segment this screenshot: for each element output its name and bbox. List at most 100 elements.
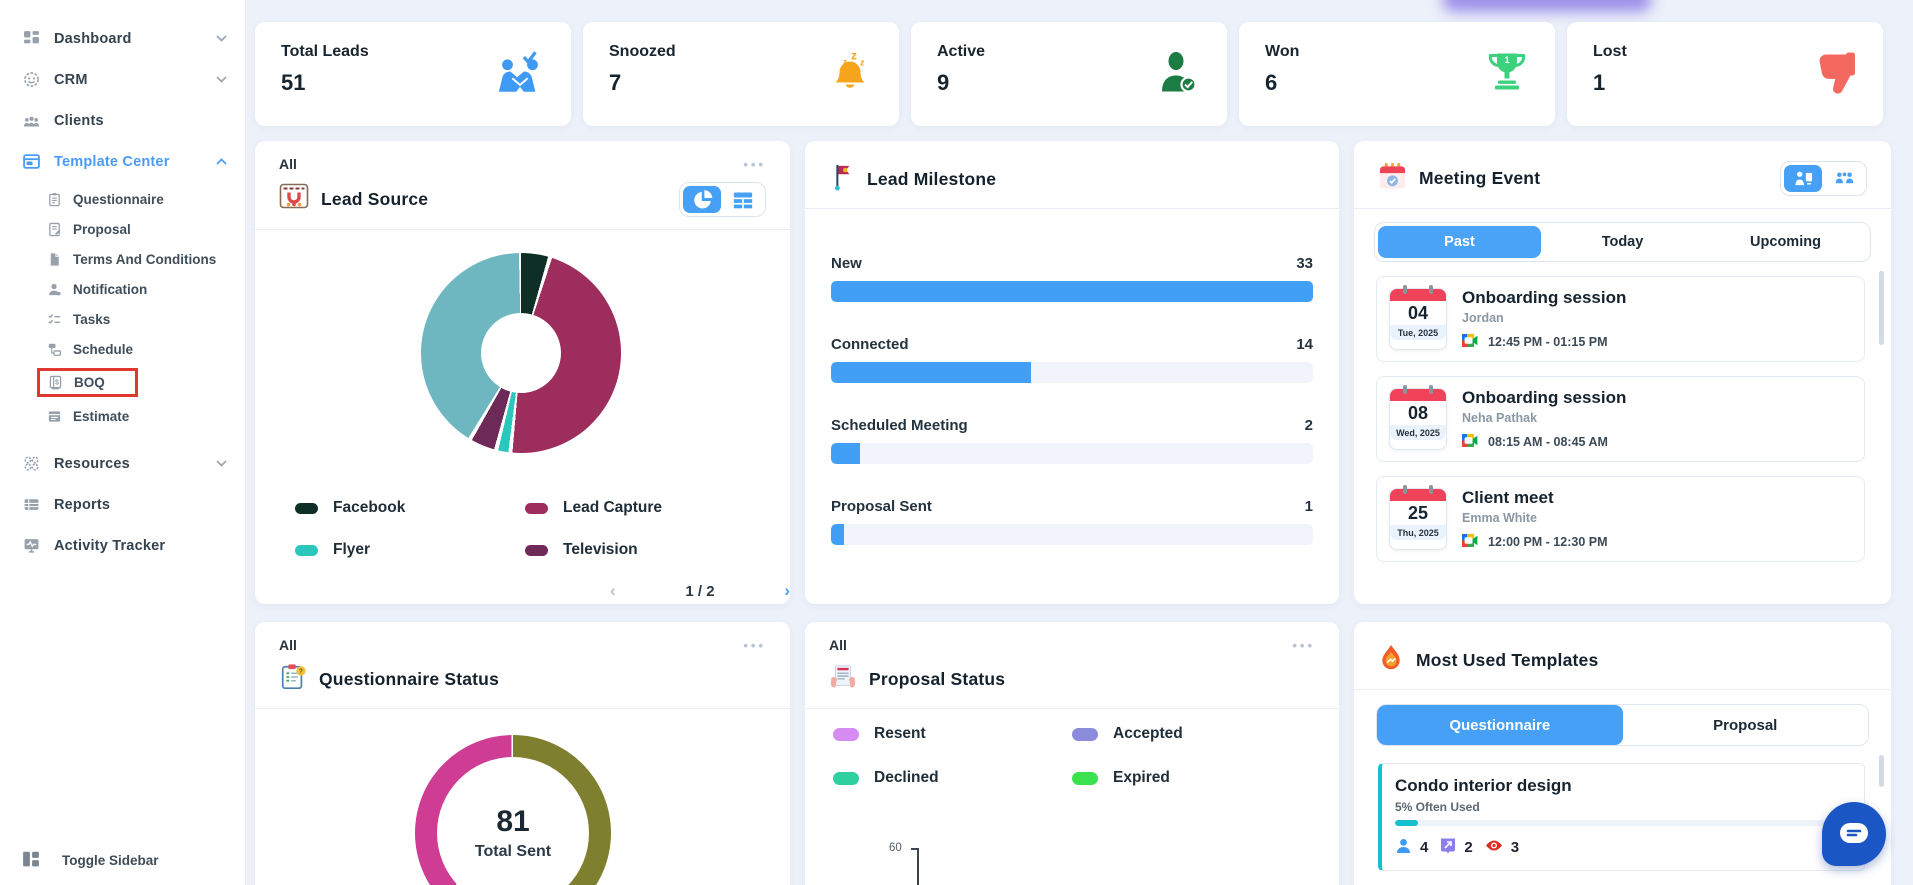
stat-card-lost[interactable]: Lost 1 (1567, 22, 1883, 126)
template-count: 4 (1395, 838, 1428, 858)
lead-source-menu-dots[interactable]: ••• (743, 156, 766, 172)
meeting-board-view-button[interactable] (1825, 165, 1863, 192)
milestone-bar-track (831, 524, 1313, 545)
stat-card-active[interactable]: Active 9 (911, 22, 1227, 126)
legend-item: Expired (1072, 769, 1311, 787)
chevron-down-icon (216, 76, 227, 83)
lost-thumbs-down-icon (1811, 50, 1857, 99)
template-center-icon (22, 153, 40, 170)
resources-icon (22, 455, 40, 472)
legend-swatch (295, 544, 318, 556)
won-trophy-icon: 1 (1485, 50, 1529, 99)
calendar-pin-icon (1403, 485, 1407, 494)
event-title: Client meet (1462, 488, 1554, 507)
notification-person-icon (46, 282, 62, 297)
meeting-event-item[interactable]: 08 Wed, 2025 Onboarding session Neha Pat… (1376, 376, 1865, 462)
most-used-templates-card: Most Used Templates Questionnaire Propos… (1354, 622, 1891, 885)
lead-milestone-card: Lead Milestone New 33 Connected 14 Sched… (805, 141, 1339, 604)
stat-card-won[interactable]: Won 6 1 (1239, 22, 1555, 126)
calendar-pin-icon (1403, 285, 1407, 294)
stat-label: Snoozed (609, 43, 676, 60)
chat-widget-button[interactable] (1822, 802, 1886, 866)
svg-text:$: $ (55, 379, 59, 386)
sidebar-item-template-center[interactable]: Template Center (0, 141, 245, 182)
meeting-list-view-button[interactable] (1784, 165, 1822, 192)
questionnaire-menu-dots[interactable]: ••• (743, 637, 766, 653)
chevron-down-icon (216, 35, 227, 42)
sent-icon (1440, 837, 1456, 858)
event-time: 12:00 PM - 12:30 PM (1488, 535, 1608, 549)
tab-today[interactable]: Today (1601, 234, 1644, 250)
proposal-filter-all[interactable]: All (829, 637, 847, 653)
legend-item: Television (525, 541, 755, 559)
sidebar-item-label: Notification (73, 281, 148, 297)
sidebar-item-activity-tracker[interactable]: Activity Tracker (0, 525, 245, 566)
questionnaire-status-card: All ••• ? Questionnaire Status 81 Total … (255, 622, 790, 885)
svg-text:z: z (851, 49, 857, 63)
y-axis-line (917, 848, 919, 885)
event-title: Onboarding session (1462, 288, 1627, 307)
lead-source-filter-all[interactable]: All (279, 156, 297, 172)
legend-label: Lead Capture (563, 499, 663, 516)
tab-upcoming[interactable]: Upcoming (1750, 234, 1821, 250)
table-view-button[interactable] (724, 186, 762, 213)
sidebar-item-notification[interactable]: Notification (0, 274, 245, 304)
sidebar-item-estimate[interactable]: Estimate (0, 401, 245, 431)
tab-proposal[interactable]: Proposal (1622, 705, 1868, 745)
meeting-event-item[interactable]: 04 Tue, 2025 Onboarding session Jordan 1… (1376, 276, 1865, 362)
sidebar-item-crm[interactable]: CRM (0, 59, 245, 100)
templates-scrollbar[interactable] (1879, 755, 1884, 787)
milestone-label: Proposal Sent (831, 498, 932, 515)
svg-text:?: ? (299, 668, 303, 675)
milestone-bar-track (831, 281, 1313, 302)
lead-milestone-title: Lead Milestone (867, 169, 997, 189)
milestone-bar-fill (831, 362, 1032, 383)
sidebar-item-label: Proposal (73, 221, 131, 237)
toggle-sidebar-button[interactable]: Toggle Sidebar (0, 850, 245, 871)
sidebar-item-questionnaire[interactable]: Questionnaire (0, 184, 245, 214)
sidebar-item-terms-and-conditions[interactable]: Terms And Conditions (0, 244, 245, 274)
meeting-view-toggle (1780, 161, 1867, 196)
stat-card-total-leads[interactable]: Total Leads 51 (255, 22, 571, 126)
google-meet-icon (1462, 434, 1479, 450)
tab-questionnaire[interactable]: Questionnaire (1377, 705, 1623, 745)
count-value: 3 (1510, 839, 1520, 856)
template-usage-fill (1395, 820, 1418, 826)
stat-value: 7 (609, 70, 622, 95)
milestone-value: 2 (1304, 417, 1313, 434)
sidebar-item-schedule[interactable]: Schedule (0, 334, 245, 364)
event-date: Thu, 2025 (1390, 525, 1446, 540)
event-list-scrollbar[interactable] (1879, 271, 1884, 345)
y-axis-tick: 60 (889, 842, 902, 854)
chevron-up-icon (216, 158, 227, 165)
views-icon (1485, 839, 1503, 856)
google-meet-icon (1462, 334, 1479, 350)
sidebar-item-label: Clients (54, 112, 104, 129)
legend-swatch (1072, 771, 1098, 785)
event-date: Tue, 2025 (1390, 325, 1446, 340)
sidebar-item-resources[interactable]: Resources (0, 443, 245, 484)
questionnaire-filter-all[interactable]: All (279, 637, 297, 653)
sidebar-item-reports[interactable]: Reports (0, 484, 245, 525)
sidebar-item-tasks[interactable]: Tasks (0, 304, 245, 334)
pagination-next-icon[interactable]: › (784, 581, 790, 600)
estimate-icon (46, 409, 62, 424)
template-item[interactable]: Condo interior design 5% Often Used 4 2 (1378, 763, 1865, 871)
terms-file-icon (46, 252, 62, 267)
sidebar-item-boq[interactable]: $ BOQ (0, 364, 245, 401)
lead-source-legend: Facebook Lead Capture Flyer Television (295, 499, 755, 559)
meeting-event-item[interactable]: 25 Thu, 2025 Client meet Emma White 12:0… (1376, 476, 1865, 562)
pie-view-button[interactable] (683, 186, 721, 213)
sidebar-item-dashboard[interactable]: Dashboard (0, 18, 245, 59)
pagination-prev-icon[interactable]: ‹ (610, 581, 616, 600)
tab-past[interactable]: Past (1378, 226, 1541, 258)
stat-value: 6 (1265, 70, 1278, 95)
milestone-bar-fill (831, 281, 1313, 302)
sidebar-item-clients[interactable]: Clients (0, 100, 245, 141)
proposal-menu-dots[interactable]: ••• (1292, 637, 1315, 653)
reports-icon (22, 496, 40, 513)
sidebar-item-proposal[interactable]: Proposal (0, 214, 245, 244)
svg-text:1: 1 (1504, 55, 1510, 66)
